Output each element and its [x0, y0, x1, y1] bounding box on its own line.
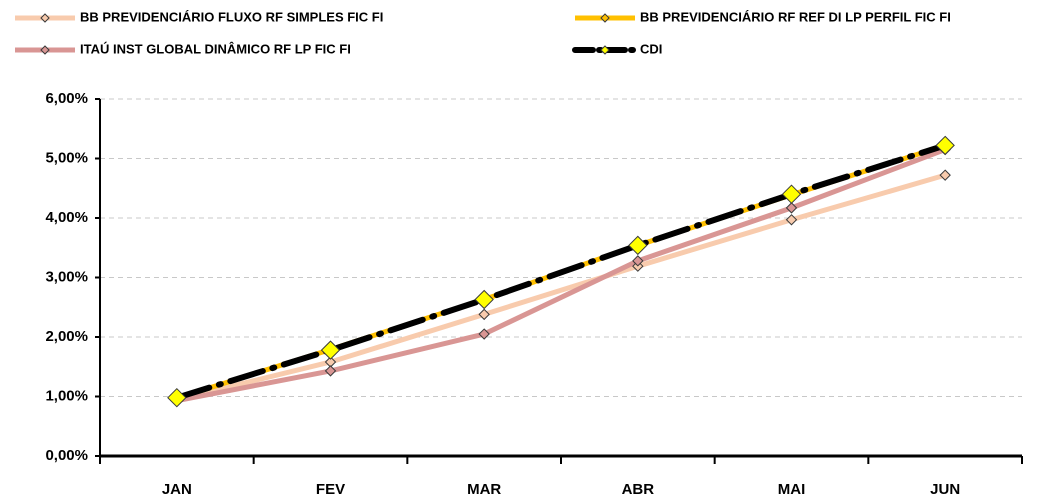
marker [785, 202, 798, 214]
legend-label: CDI [640, 41, 662, 56]
x-tick-label: FEV [316, 481, 345, 498]
marker [478, 328, 490, 340]
legend-label: BB PREVIDENCIÁRIO FLUXO RF SIMPLES FIC F… [80, 9, 383, 24]
x-tick-label: JAN [162, 481, 192, 498]
legend-marker [40, 13, 50, 23]
x-tick-label: MAR [467, 481, 501, 498]
marker [939, 169, 951, 181]
marker [628, 235, 648, 256]
legend-marker [600, 45, 610, 55]
marker [935, 135, 955, 156]
marker [474, 289, 494, 310]
marker [324, 365, 337, 377]
y-tick-label: 2,00% [45, 328, 88, 345]
marker [167, 387, 187, 408]
y-tick-label: 3,00% [45, 268, 88, 285]
y-tick-label: 4,00% [45, 209, 88, 226]
series-line [176, 172, 946, 402]
marker [785, 214, 798, 226]
x-tick-label: ABR [622, 481, 655, 498]
y-tick-label: 6,00% [45, 90, 88, 107]
y-tick-label: 1,00% [45, 387, 88, 404]
series-line [176, 147, 947, 404]
series-line [173, 142, 949, 401]
x-tick-label: JUN [930, 481, 960, 498]
marker [478, 308, 490, 321]
marker [781, 184, 802, 204]
y-tick-label: 5,00% [45, 149, 88, 166]
x-tick-label: MAI [778, 481, 806, 498]
legend-marker [40, 45, 50, 55]
legend-label: BB PREVIDENCIÁRIO RF REF DI LP PERFIL FI… [640, 9, 951, 24]
marker [632, 255, 644, 267]
legend-label: ITAÚ INST GLOBAL DINÂMICO RF LP FIC FI [80, 41, 351, 56]
legend-marker [600, 13, 610, 23]
marker [320, 340, 341, 360]
y-tick-label: 0,00% [45, 447, 88, 464]
